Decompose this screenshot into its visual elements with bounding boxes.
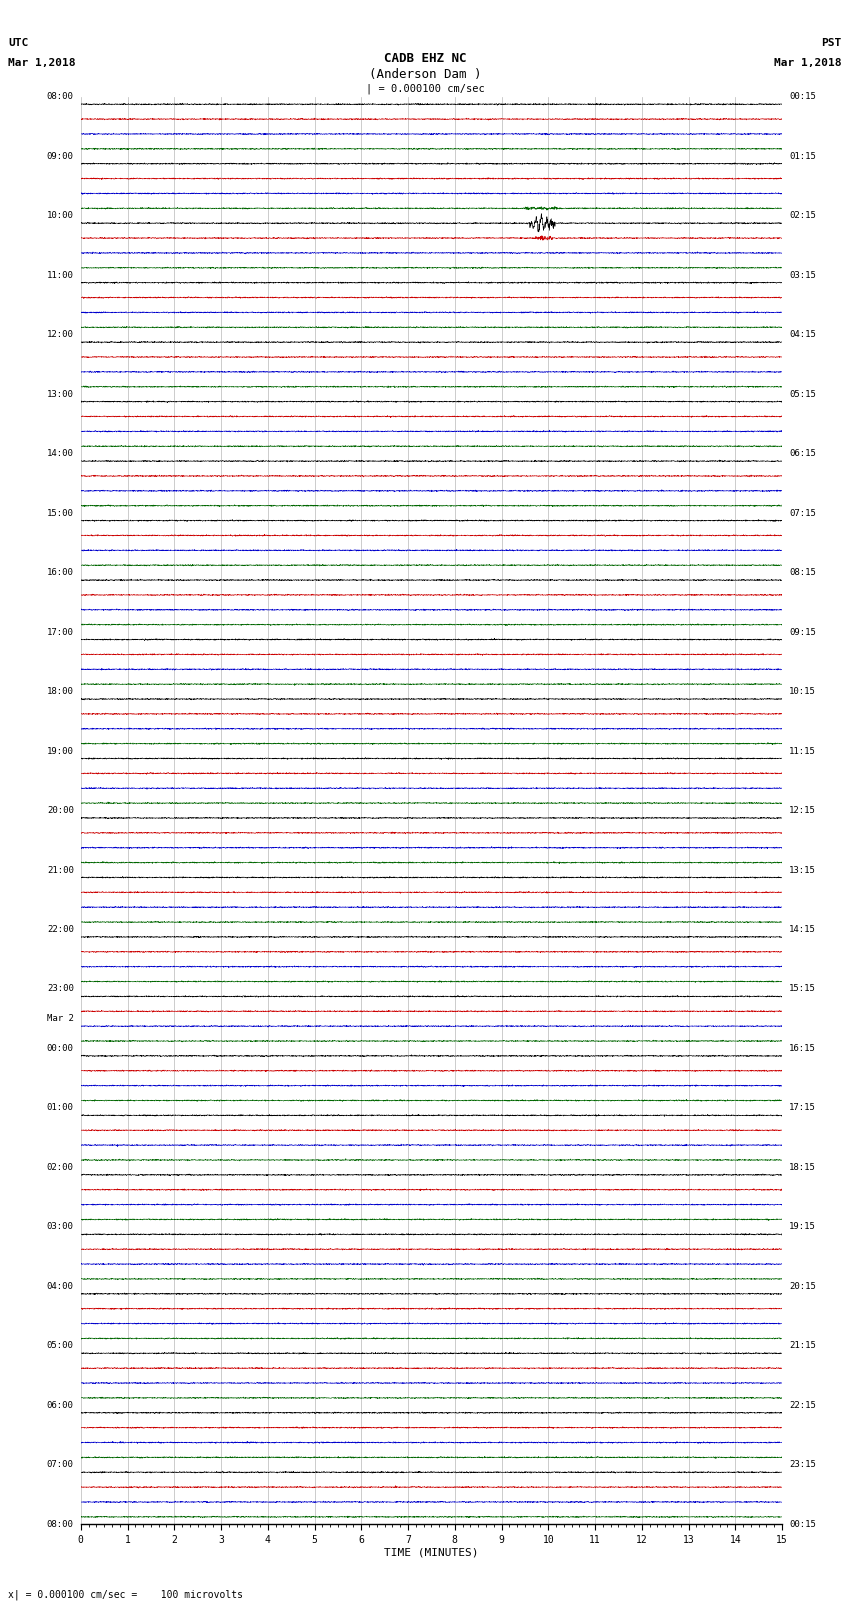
- Text: 10:00: 10:00: [47, 211, 74, 221]
- Text: 04:00: 04:00: [47, 1282, 74, 1290]
- Text: 16:00: 16:00: [47, 568, 74, 577]
- Text: 09:00: 09:00: [47, 152, 74, 161]
- Text: 22:15: 22:15: [789, 1400, 816, 1410]
- Text: 17:00: 17:00: [47, 627, 74, 637]
- Text: 11:15: 11:15: [789, 747, 816, 755]
- Text: | = 0.000100 cm/sec: | = 0.000100 cm/sec: [366, 82, 484, 94]
- Text: 01:15: 01:15: [789, 152, 816, 161]
- Text: 23:15: 23:15: [789, 1460, 816, 1469]
- Text: 16:15: 16:15: [789, 1044, 816, 1053]
- Text: 20:15: 20:15: [789, 1282, 816, 1290]
- Text: CADB EHZ NC: CADB EHZ NC: [383, 52, 467, 65]
- Text: 21:15: 21:15: [789, 1342, 816, 1350]
- Text: 19:00: 19:00: [47, 747, 74, 755]
- Text: 11:00: 11:00: [47, 271, 74, 279]
- Text: 05:00: 05:00: [47, 1342, 74, 1350]
- Text: 13:00: 13:00: [47, 390, 74, 398]
- Text: PST: PST: [821, 39, 842, 48]
- Text: 02:00: 02:00: [47, 1163, 74, 1173]
- Text: 19:15: 19:15: [789, 1223, 816, 1231]
- Text: 15:00: 15:00: [47, 508, 74, 518]
- Text: 00:15: 00:15: [789, 92, 816, 102]
- Text: UTC: UTC: [8, 39, 29, 48]
- Text: 15:15: 15:15: [789, 984, 816, 994]
- Text: 09:15: 09:15: [789, 627, 816, 637]
- Text: 14:00: 14:00: [47, 448, 74, 458]
- Text: 06:00: 06:00: [47, 1400, 74, 1410]
- Text: Mar 2: Mar 2: [47, 1015, 74, 1023]
- X-axis label: TIME (MINUTES): TIME (MINUTES): [384, 1547, 479, 1558]
- Text: 14:15: 14:15: [789, 924, 816, 934]
- Text: 08:00: 08:00: [47, 92, 74, 102]
- Text: (Anderson Dam ): (Anderson Dam ): [369, 68, 481, 81]
- Text: 23:00: 23:00: [47, 984, 74, 994]
- Text: 17:15: 17:15: [789, 1103, 816, 1113]
- Text: 08:15: 08:15: [789, 568, 816, 577]
- Text: 20:00: 20:00: [47, 806, 74, 815]
- Text: 10:15: 10:15: [789, 687, 816, 697]
- Text: 04:15: 04:15: [789, 331, 816, 339]
- Text: 02:15: 02:15: [789, 211, 816, 221]
- Text: x| = 0.000100 cm/sec =    100 microvolts: x| = 0.000100 cm/sec = 100 microvolts: [8, 1589, 243, 1600]
- Text: 18:00: 18:00: [47, 687, 74, 697]
- Text: 00:00: 00:00: [47, 1044, 74, 1053]
- Text: 07:15: 07:15: [789, 508, 816, 518]
- Text: 13:15: 13:15: [789, 866, 816, 874]
- Text: Mar 1,2018: Mar 1,2018: [8, 58, 76, 68]
- Text: 08:00: 08:00: [47, 1519, 74, 1529]
- Text: 07:00: 07:00: [47, 1460, 74, 1469]
- Text: 03:15: 03:15: [789, 271, 816, 279]
- Text: 12:15: 12:15: [789, 806, 816, 815]
- Text: 01:00: 01:00: [47, 1103, 74, 1113]
- Text: 22:00: 22:00: [47, 924, 74, 934]
- Text: 03:00: 03:00: [47, 1223, 74, 1231]
- Text: 05:15: 05:15: [789, 390, 816, 398]
- Text: 12:00: 12:00: [47, 331, 74, 339]
- Text: 21:00: 21:00: [47, 866, 74, 874]
- Text: Mar 1,2018: Mar 1,2018: [774, 58, 842, 68]
- Text: 18:15: 18:15: [789, 1163, 816, 1173]
- Text: 06:15: 06:15: [789, 448, 816, 458]
- Text: 00:15: 00:15: [789, 1519, 816, 1529]
